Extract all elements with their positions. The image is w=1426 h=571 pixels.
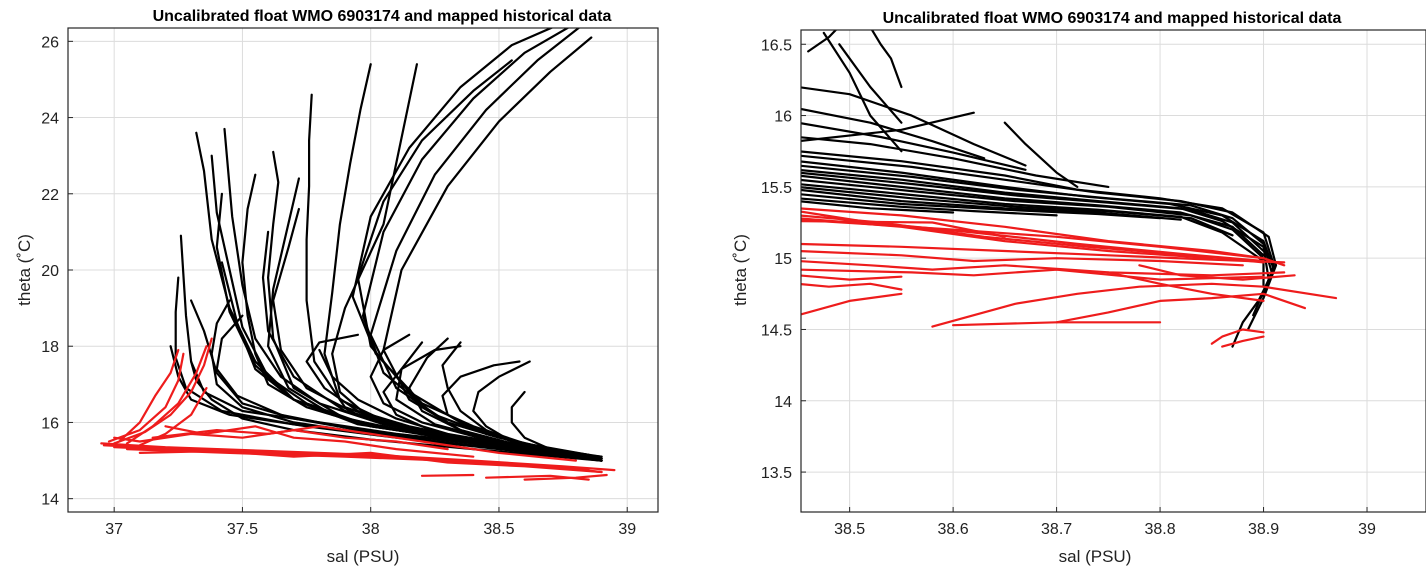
- chart-right: Uncalibrated float WMO 6903174 and mappe…: [731, 10, 1426, 566]
- chart-right-y-tick-label: 16.5: [761, 37, 792, 54]
- chart-right-mapped-profile-line: [1210, 328, 1265, 345]
- chart-right-mapped-profile-line: [801, 282, 903, 291]
- chart-left-float-profile-line: [267, 177, 598, 460]
- chart-right-mapped-profile-line: [1138, 264, 1296, 281]
- chart-left-y-tick-label: 26: [41, 34, 59, 51]
- chart-left: Uncalibrated float WMO 6903174 and mappe…: [15, 8, 659, 566]
- chart-right-x-tick-label: 38.6: [938, 521, 969, 538]
- chart-right-mapped-profile-line: [801, 260, 1286, 277]
- chart-right-y-tick-label: 14.5: [761, 322, 792, 339]
- chart-right-mapped-profile-line: [801, 292, 903, 316]
- chart-right-mapped-profile-line: [801, 274, 903, 281]
- chart-right-x-tick-label: 38.9: [1248, 521, 1279, 538]
- chart-left-y-tick-label: 18: [41, 339, 59, 356]
- chart-left-mapped-profile-line: [118, 348, 180, 443]
- chart-left-float-profile-line: [174, 276, 598, 460]
- chart-right-float-profile-line: [870, 30, 903, 89]
- chart-right-float-profile-line: [801, 164, 1273, 274]
- chart-left-x-tick-label: 37: [105, 521, 123, 538]
- chart-right-float-profile-line: [801, 171, 1265, 253]
- chart-right-float-profile-line: [801, 193, 1162, 220]
- chart-right-float-profile-line: [801, 154, 1278, 331]
- chart-left-y-tick-label: 16: [41, 415, 59, 432]
- chart-left-x-tick-label: 39: [618, 521, 636, 538]
- chart-left-y-ticks: 14 16 18 20 22 24 26: [41, 34, 73, 509]
- chart-left-mapped-profile-line: [138, 449, 603, 474]
- chart-right-x-axis-label: sal (PSU): [1059, 547, 1132, 566]
- chart-right-x-ticks: 38.5 38.6 38.7 38.8 38.9 39: [834, 507, 1376, 538]
- chart-right-y-tick-label: 15.5: [761, 180, 792, 197]
- chart-left-float-profile-line: [331, 63, 603, 462]
- chart-right-float-profile-line: [801, 186, 1234, 237]
- chart-right-float-profile-line: [801, 178, 1265, 288]
- chart-right-mapped-profile-line: [1107, 271, 1265, 302]
- chart-right-axes-box: [800, 29, 1426, 513]
- chart-right-x-tick-label: 39: [1358, 521, 1376, 538]
- chart-left-mapped-profile-line: [164, 425, 475, 458]
- chart-right-mapped-profile-line: [801, 242, 1286, 264]
- chart-left-y-tick-label: 24: [41, 111, 59, 128]
- chart-right-title: Uncalibrated float WMO 6903174 and mappe…: [883, 10, 1342, 27]
- chart-left-float-profile-line: [472, 360, 565, 454]
- chart-right-y-ticks: 13.5 14 14.5 15 15.5 16 16.5: [761, 37, 806, 482]
- chart-right-float-profile-line: [801, 86, 1027, 167]
- chart-right-mapped-profile-line: [931, 282, 1338, 328]
- chart-left-mapped-profile-line: [523, 473, 608, 481]
- chart-left-y-tick-label: 20: [41, 263, 59, 280]
- chart-right-float-profile-line: [801, 150, 1275, 348]
- chart-right-x-tick-label: 38.7: [1041, 521, 1072, 538]
- chart-left-float-profile-line: [408, 337, 577, 454]
- chart-right-x-tick-label: 38.8: [1144, 521, 1175, 538]
- chart-right-mapped-profile-line: [801, 250, 1244, 267]
- chart-right-float-profile-line: [838, 43, 903, 124]
- chart-left-mapped-profile-line: [107, 352, 185, 443]
- chart-right-float-profile-line: [801, 107, 986, 160]
- chart-right-mapped-profile-line: [1055, 292, 1306, 324]
- chart-right-y-tick-label: 15: [774, 251, 792, 268]
- chart-left-float-profile-line: [369, 333, 577, 456]
- chart-left-y-tick-label: 22: [41, 187, 59, 204]
- chart-right-y-tick-label: 14: [774, 394, 792, 411]
- chart-left-float-profile-line: [223, 127, 590, 458]
- chart-right-float-profile-line: [822, 31, 903, 153]
- chart-left-x-axis-label: sal (PSU): [327, 547, 400, 566]
- chart-left-float-profile-line: [190, 299, 598, 458]
- chart-left-x-tick-label: 38.5: [483, 521, 514, 538]
- chart-left-float-profile-line: [356, 59, 577, 454]
- chart-right-y-tick-label: 16: [774, 109, 792, 126]
- chart-left-y-axis-label: theta (˚C): [15, 234, 34, 306]
- chart-right-float-profile-line: [801, 136, 1110, 188]
- chart-left-float-profile-line: [351, 28, 590, 456]
- chart-right-float-profile-line: [801, 200, 955, 214]
- chart-left-mapped-profile-line: [125, 345, 208, 445]
- chart-left-y-tick-label: 14: [41, 492, 59, 509]
- chart-right-float-profile-line: [801, 111, 975, 142]
- chart-right-mapped-profile-line: [801, 218, 1265, 260]
- chart-right-float-profile-line: [801, 197, 1058, 217]
- chart-right-x-tick-label: 38.5: [834, 521, 865, 538]
- chart-left-x-ticks: 37 37.5 38 38.5 39: [105, 507, 636, 538]
- chart-right-mapped-profile-line: [801, 220, 1006, 238]
- chart-left-x-tick-label: 38: [362, 521, 380, 538]
- chart-right-float-profile-line: [1003, 121, 1079, 188]
- chart-left-float-profile-line: [441, 341, 590, 458]
- chart-left-float-profile-line: [220, 261, 577, 456]
- chart-right-mapped-profile-line: [801, 268, 1265, 281]
- chart-left-float-profile-line: [382, 345, 603, 460]
- chart-right-float-profile-line: [807, 30, 838, 53]
- chart-right-y-axis-label: theta (˚C): [731, 234, 750, 306]
- chart-right-plot-area: [801, 30, 1338, 348]
- chart-left-float-profile-line: [441, 360, 552, 451]
- chart-right-mapped-profile-line: [1221, 335, 1265, 348]
- chart-left-mapped-profile-line: [420, 473, 475, 477]
- chart-left-plot-area: [100, 28, 616, 481]
- chart-right-y-tick-label: 13.5: [761, 465, 792, 482]
- chart-left-mapped-profile-line: [113, 337, 213, 445]
- chart-left-title: Uncalibrated float WMO 6903174 and mappe…: [153, 8, 612, 25]
- chart-right-float-profile-line: [801, 122, 1027, 171]
- chart-left-x-tick-label: 37.5: [227, 521, 258, 538]
